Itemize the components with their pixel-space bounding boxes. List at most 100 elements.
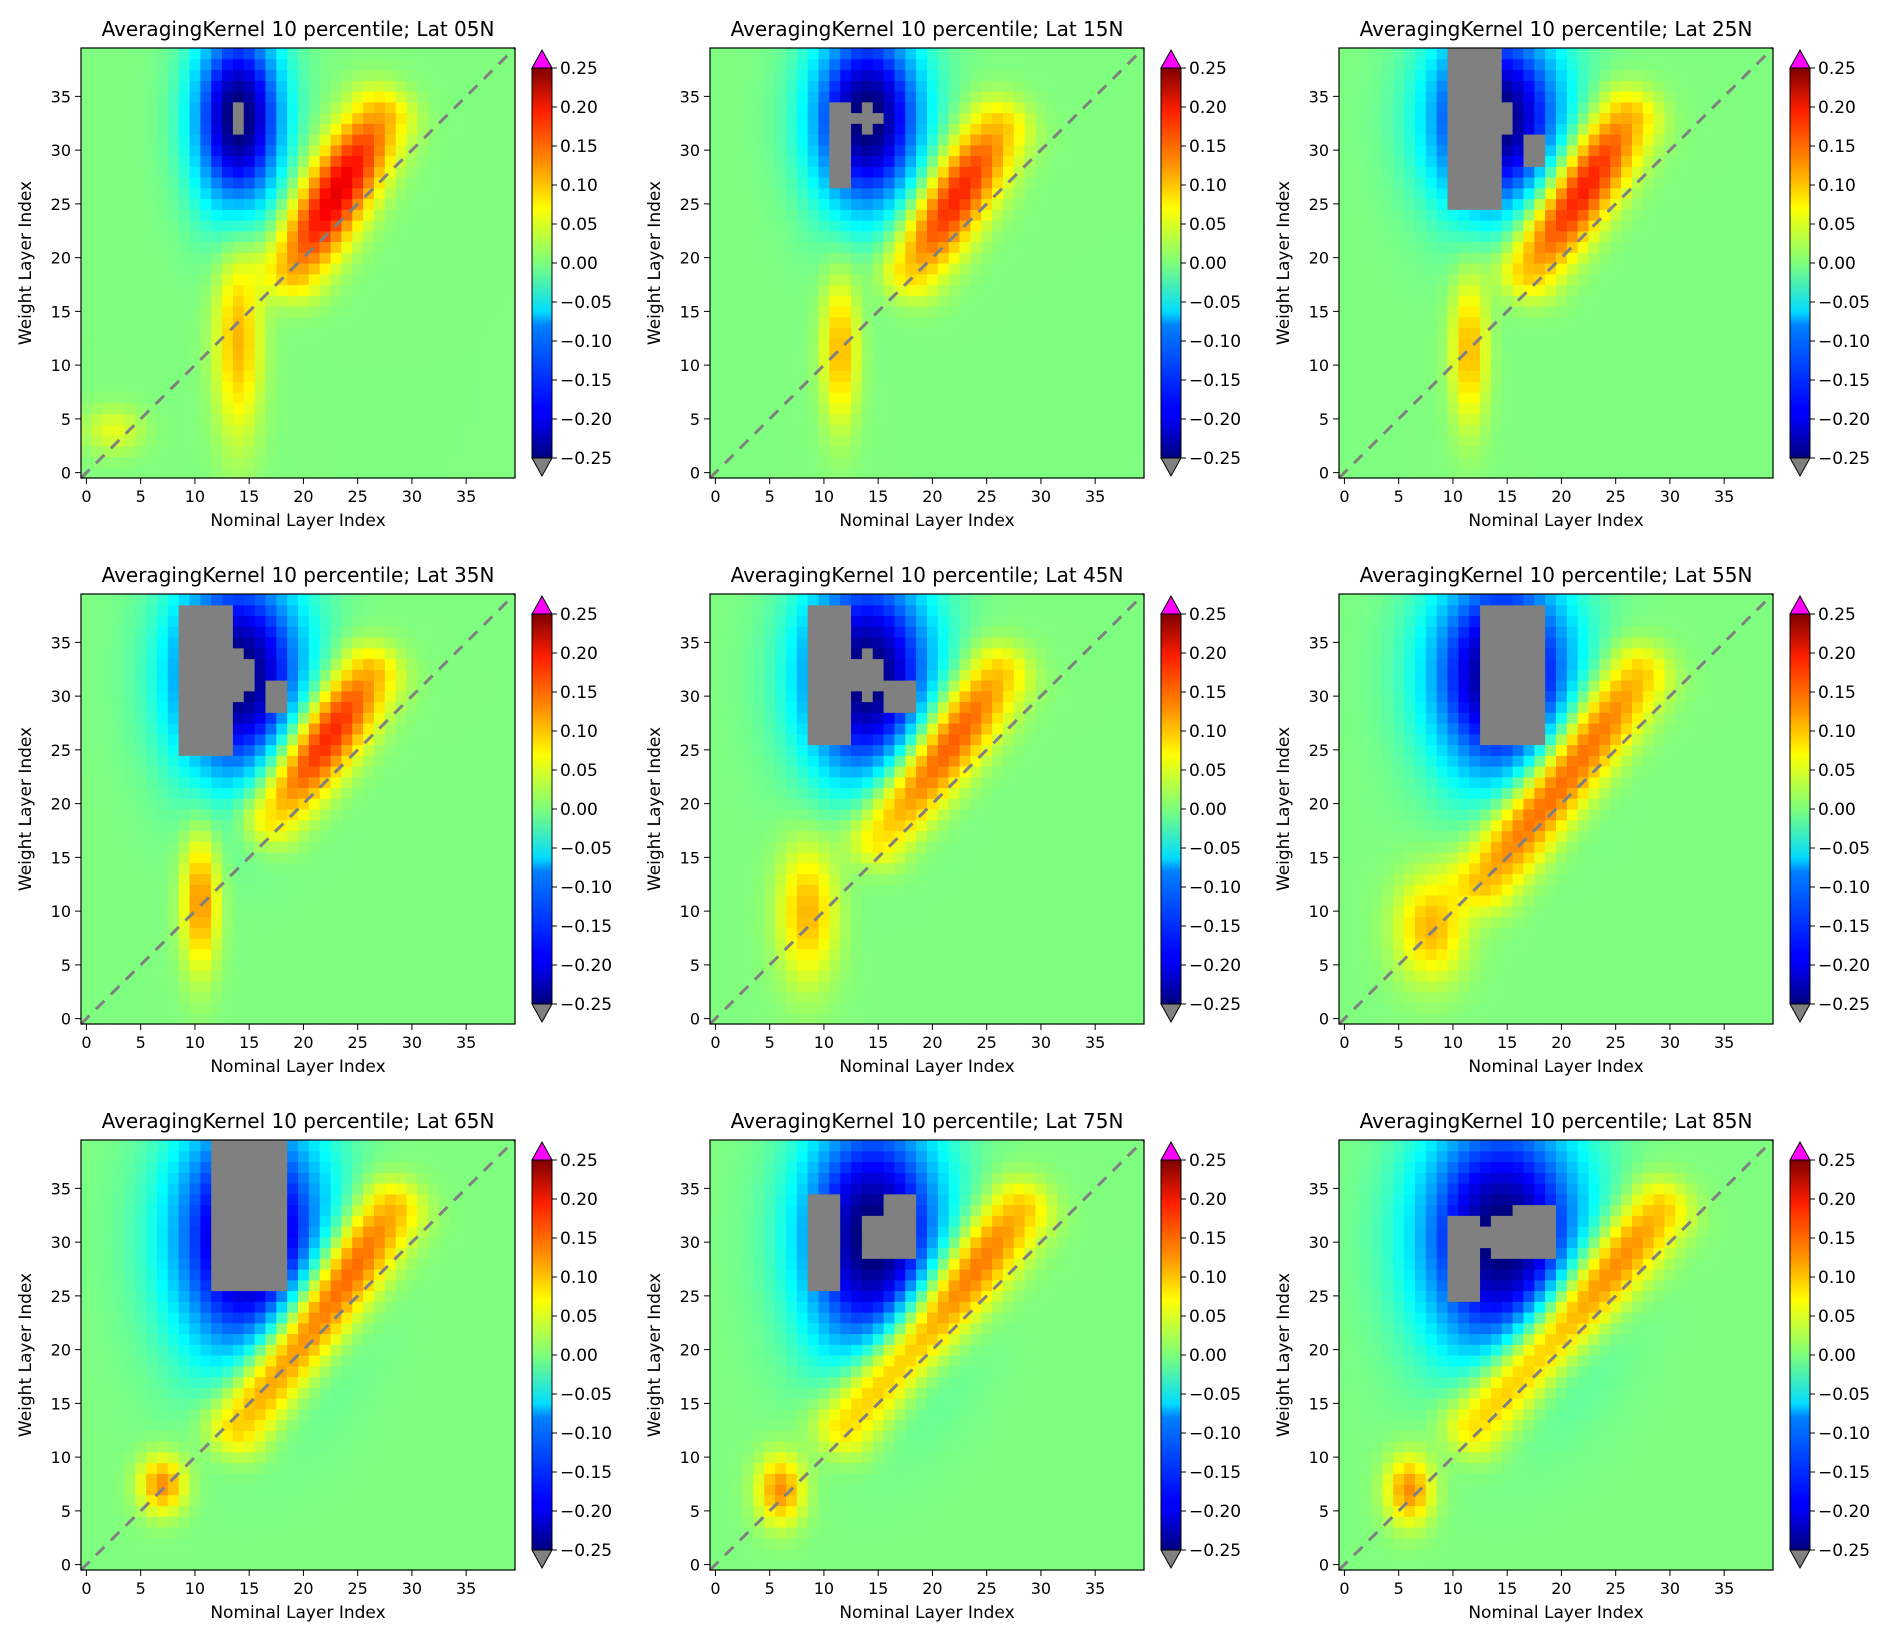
heatmap-cell [482,370,494,382]
heatmap-cell [731,456,744,468]
heatmap-cell [102,284,115,296]
heatmap-cell [1393,424,1405,436]
heatmap-cell [1631,155,1644,167]
heatmap-cell [1729,306,1742,318]
heatmap-cell [254,91,267,103]
heatmap-cell [222,209,234,221]
heatmap-cell [1490,187,1503,200]
heatmap-cell [1414,456,1427,468]
heatmap-cell [829,48,841,60]
heatmap-cell [1740,112,1752,124]
heatmap-cell [764,327,776,339]
heatmap-cell [341,306,353,318]
heatmap-cell [1729,58,1742,71]
heatmap-cell [1122,252,1134,264]
heatmap-cell [1751,370,1763,382]
heatmap-cell [471,413,484,425]
heatmap-cell [1339,48,1351,60]
heatmap-cell [970,101,982,114]
heatmap-cell [222,80,234,92]
heatmap-cell [905,69,917,81]
heatmap-cell [493,241,505,253]
heatmap-cell [1339,306,1351,318]
heatmap-cell [1349,316,1362,329]
heatmap-cell [81,112,93,124]
heatmap-cell [1697,435,1709,447]
heatmap-cell [308,69,321,81]
heatmap-cell [1078,435,1091,447]
heatmap-cell [970,58,982,71]
heatmap-cell [1371,198,1383,210]
heatmap-cell [124,241,136,253]
heatmap-cell [1078,456,1091,468]
heatmap-cell [222,349,234,361]
heatmap-cell [211,241,223,253]
heatmap-cell [937,370,950,382]
heatmap-cell [1480,402,1492,415]
heatmap-cell [1393,392,1405,404]
heatmap-cell [1751,413,1763,425]
heatmap-cell [861,123,874,135]
heatmap-cell [1393,112,1405,124]
heatmap-cell [720,370,733,382]
heatmap-cell [1621,273,1633,286]
heatmap-cell [851,327,863,339]
heatmap-cell [1686,273,1698,286]
heatmap-cell [1371,80,1383,92]
heatmap-cell [222,381,234,393]
heatmap-cell [1610,209,1622,221]
heatmap-cell [785,123,798,135]
heatmap-cell [1458,273,1470,286]
heatmap-cell [254,187,267,200]
heatmap-cell [373,349,386,361]
heatmap-cell [1349,241,1362,253]
heatmap-cell [1057,263,1069,275]
heatmap-cell [1501,123,1514,135]
heatmap-cell [1469,241,1481,253]
heatmap-cell [796,435,809,447]
heatmap-cell [1490,273,1503,286]
heatmap-cell [1740,144,1752,157]
heatmap-cell [395,370,408,382]
heatmap-cell [710,349,722,361]
heatmap-cell [883,392,896,404]
heatmap-cell [1664,80,1676,92]
heatmap-cell [1425,209,1438,221]
heatmap-cell [232,48,245,60]
heatmap-cell [1046,370,1058,382]
heatmap-cell [493,177,505,189]
heatmap-cell [840,273,852,286]
heatmap-cell [156,134,169,146]
heatmap-cell [276,306,288,318]
heatmap-cell [91,327,104,339]
heatmap-cell [1035,58,1047,71]
heatmap-cell [439,230,451,243]
heatmap-cell [1068,220,1080,232]
heatmap-cell [1013,220,1026,232]
heatmap-cell [948,69,961,81]
heatmap-cell [894,134,906,146]
heatmap-cell [1621,230,1633,243]
heatmap-cell [916,241,928,253]
heatmap-cell [1621,155,1633,167]
heatmap-cell [298,69,310,81]
heatmap-cell [1653,306,1666,318]
heatmap-cell [883,252,896,264]
heatmap-cell [189,413,201,425]
heatmap-cell [254,198,267,210]
heatmap-cell [1349,144,1362,157]
heatmap-cell [1718,155,1731,167]
heatmap-cell [1556,359,1568,372]
heatmap-cell [81,91,93,103]
heatmap-cell [341,134,353,146]
heatmap-cell [287,456,299,468]
heatmap-cell [775,166,787,178]
heatmap-cell [102,241,115,253]
heatmap-cell [1013,252,1026,264]
x-tick-label: 10 [1443,487,1463,506]
heatmap-cell [927,359,939,372]
heatmap-cell [1382,338,1394,350]
heatmap-cell [287,101,299,114]
heatmap-cell [1707,134,1720,146]
heatmap-cell [265,306,277,318]
